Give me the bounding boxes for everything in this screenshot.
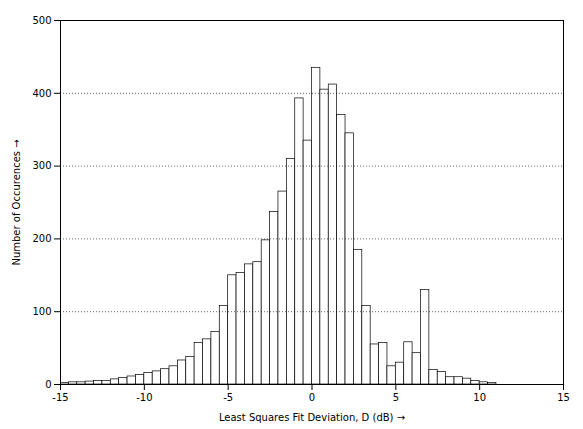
svg-text:15: 15 bbox=[557, 392, 570, 403]
svg-text:5: 5 bbox=[393, 392, 399, 403]
svg-text:-15: -15 bbox=[52, 392, 68, 403]
svg-text:200: 200 bbox=[32, 233, 51, 244]
svg-text:500: 500 bbox=[32, 15, 51, 26]
svg-text:100: 100 bbox=[32, 306, 51, 317]
svg-text:400: 400 bbox=[32, 88, 51, 99]
svg-text:0: 0 bbox=[45, 379, 51, 390]
svg-text:Least Squares Fit Deviation, D: Least Squares Fit Deviation, D (dB) → bbox=[219, 412, 405, 423]
svg-text:0: 0 bbox=[309, 392, 315, 403]
svg-text:10: 10 bbox=[473, 392, 486, 403]
svg-text:Number of Occurences →: Number of Occurences → bbox=[11, 139, 22, 265]
svg-text:300: 300 bbox=[32, 160, 51, 171]
svg-text:-10: -10 bbox=[136, 392, 152, 403]
svg-text:-5: -5 bbox=[223, 392, 233, 403]
